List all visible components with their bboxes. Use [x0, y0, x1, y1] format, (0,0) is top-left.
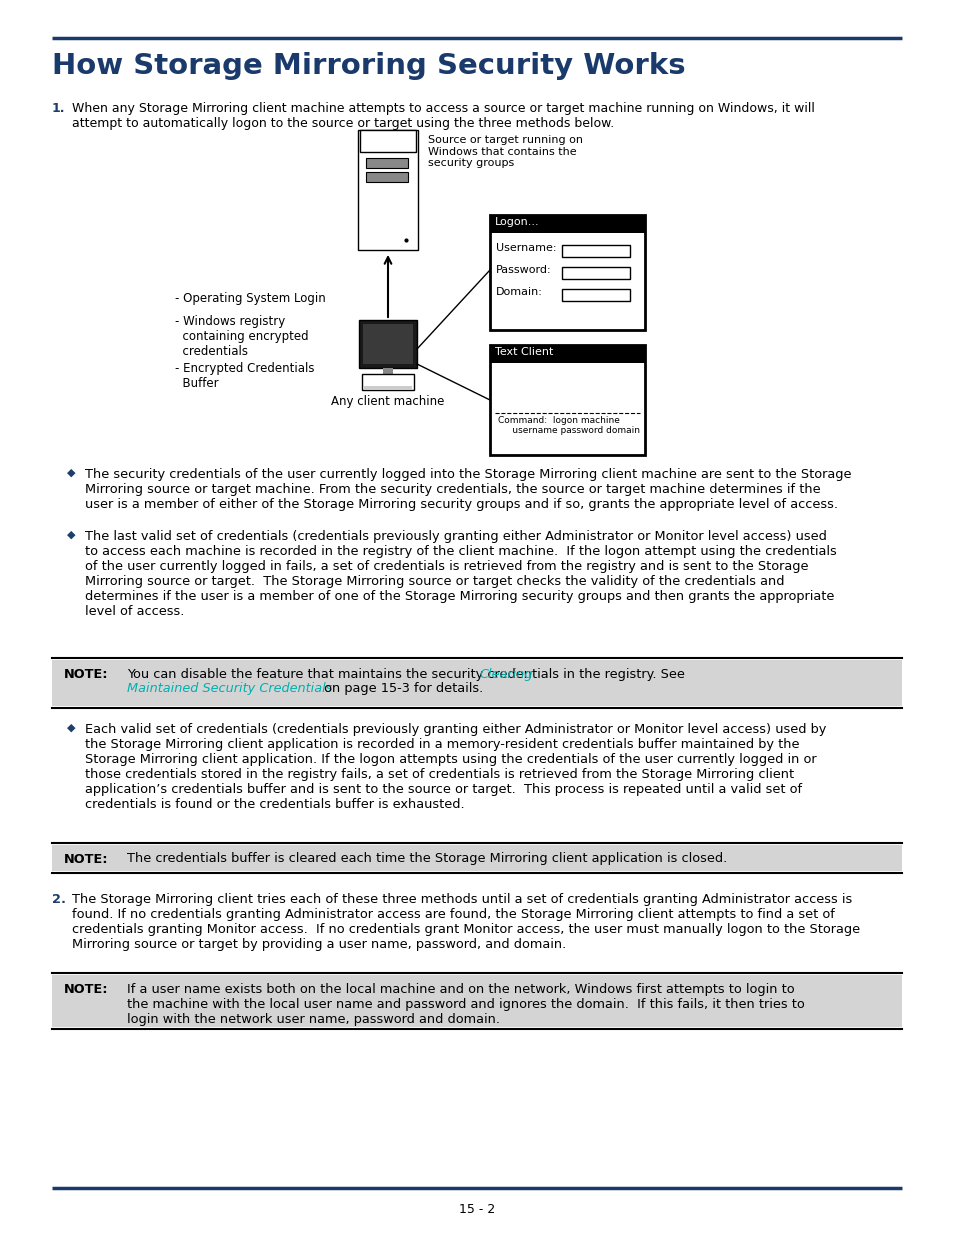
- Text: 15 - 2: 15 - 2: [458, 1203, 495, 1216]
- Bar: [52, 659, 901, 706]
- Text: If a user name exists both on the local machine and on the network, Windows firs: If a user name exists both on the local …: [127, 983, 804, 1026]
- Bar: [561, 289, 629, 301]
- Text: Clearing: Clearing: [478, 668, 532, 680]
- Text: The credentials buffer is cleared each time the Storage Mirroring client applica: The credentials buffer is cleared each t…: [127, 852, 726, 864]
- Bar: [52, 845, 901, 871]
- Text: Each valid set of credentials (credentials previously granting either Administra: Each valid set of credentials (credentia…: [85, 722, 825, 811]
- Bar: [490, 345, 644, 454]
- Bar: [358, 320, 416, 368]
- Text: - Operating System Login: - Operating System Login: [174, 291, 325, 305]
- Bar: [52, 974, 901, 1028]
- Text: on page 15-3 for details.: on page 15-3 for details.: [319, 682, 483, 695]
- Text: - Encrypted Credentials
  Buffer: - Encrypted Credentials Buffer: [174, 362, 314, 390]
- Text: Text Client: Text Client: [495, 347, 553, 357]
- Text: The Storage Mirroring client tries each of these three methods until a set of cr: The Storage Mirroring client tries each …: [71, 893, 860, 951]
- Text: Domain:: Domain:: [496, 287, 542, 296]
- Text: NOTE:: NOTE:: [64, 668, 109, 680]
- Bar: [363, 324, 413, 364]
- Bar: [382, 368, 393, 374]
- Bar: [490, 215, 644, 330]
- Text: ◆: ◆: [67, 530, 75, 540]
- Text: - Windows registry
  containing encrypted
  credentials: - Windows registry containing encrypted …: [174, 315, 309, 358]
- Bar: [561, 245, 629, 257]
- Text: Any client machine: Any client machine: [331, 395, 444, 408]
- Text: 1.: 1.: [52, 103, 66, 115]
- Bar: [361, 374, 414, 390]
- Text: Username:: Username:: [496, 243, 556, 253]
- Text: ◆: ◆: [67, 722, 75, 734]
- Bar: [364, 387, 412, 390]
- Bar: [561, 267, 629, 279]
- Bar: [359, 130, 416, 152]
- Bar: [490, 345, 644, 363]
- Text: ◆: ◆: [67, 468, 75, 478]
- Text: Maintained Security Credentials: Maintained Security Credentials: [127, 682, 333, 695]
- Text: How Storage Mirroring Security Works: How Storage Mirroring Security Works: [52, 52, 685, 80]
- Bar: [366, 158, 408, 168]
- Text: The security credentials of the user currently logged into the Storage Mirroring: The security credentials of the user cur…: [85, 468, 851, 511]
- Text: Command:  logon machine
     username password domain: Command: logon machine username password…: [497, 416, 639, 436]
- Bar: [357, 130, 417, 249]
- Bar: [366, 172, 408, 182]
- Text: Source or target running on
Windows that contains the
security groups: Source or target running on Windows that…: [428, 135, 582, 168]
- Text: Password:: Password:: [496, 266, 551, 275]
- Text: Logon...: Logon...: [495, 217, 539, 227]
- Text: You can disable the feature that maintains the security credentials in the regis: You can disable the feature that maintai…: [127, 668, 688, 680]
- Text: The last valid set of credentials (credentials previously granting either Admini: The last valid set of credentials (crede…: [85, 530, 836, 618]
- Text: When any Storage Mirroring client machine attempts to access a source or target : When any Storage Mirroring client machin…: [71, 103, 814, 130]
- Text: 2.: 2.: [52, 893, 66, 906]
- Bar: [490, 215, 644, 233]
- Text: NOTE:: NOTE:: [64, 983, 109, 995]
- Text: NOTE:: NOTE:: [64, 853, 109, 866]
